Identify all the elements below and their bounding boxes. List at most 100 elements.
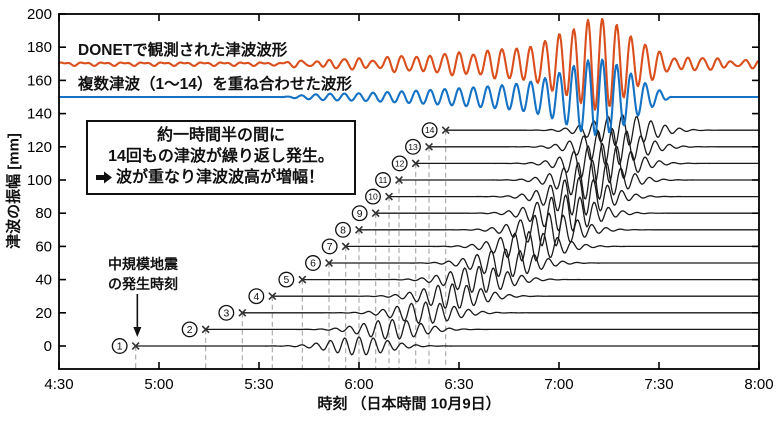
event-13-number: 13	[408, 142, 418, 152]
tsunami-trace-5	[301, 265, 760, 293]
event-5-start-marker	[298, 275, 307, 284]
observed-waveform	[57, 17, 760, 111]
event-14-number: 14	[425, 125, 435, 135]
event-7-number: 7	[327, 242, 333, 253]
event-1-number-circle	[111, 338, 128, 354]
event-10-number: 10	[368, 192, 378, 202]
tsunami-trace-11	[398, 159, 760, 200]
event-8-number-circle	[335, 221, 351, 238]
event-start-guides	[135, 130, 447, 369]
y-tick-label: 60	[35, 238, 52, 255]
x-tick-label: 5:00	[144, 376, 173, 393]
event-9-number: 9	[357, 209, 363, 220]
y-tick-label: 180	[27, 39, 52, 56]
tsunami-trace-2	[205, 318, 760, 340]
event-12-number-circle	[391, 155, 408, 172]
event-2-number-circle	[181, 321, 198, 338]
event-10-number-circle	[365, 188, 381, 205]
event-4-number-circle	[248, 288, 265, 305]
tsunami-trace-9	[375, 194, 760, 232]
tsunami-trace-3	[241, 301, 760, 324]
event-12-number: 12	[395, 158, 405, 168]
event-6-start-marker	[325, 259, 333, 267]
event-3-number: 3	[223, 308, 229, 319]
event-9-number-circle	[351, 205, 368, 222]
down-arrow-icon	[133, 327, 142, 337]
event-14-number-circle	[421, 122, 438, 139]
plot-border	[58, 13, 760, 370]
annotation-box: 約一時間半の間に 14回もの津波が繰り返し発生。 波が重なり津波波高が増幅！	[86, 120, 356, 196]
annotation-line-2: 14回もの津波が繰り返し発生。	[108, 147, 334, 165]
event-1-start-marker	[131, 342, 140, 350]
y-tick-label: 40	[35, 272, 52, 289]
event-3-start-marker	[238, 308, 247, 317]
event-7-number-circle	[321, 238, 338, 255]
right-arrow-icon	[96, 171, 112, 184]
y-tick-label: 100	[27, 172, 52, 189]
x-axis-label: 時刻 （日本時間 10月9日）	[317, 395, 501, 413]
event-9-start-marker	[371, 209, 380, 218]
tsunami-trace-10	[388, 176, 760, 216]
y-axis-label: 津波の振幅 [mm]	[5, 133, 23, 249]
event-11-number-circle	[375, 172, 391, 188]
x-tick-label: 7:30	[644, 376, 673, 393]
tsunami-trace-8	[358, 212, 760, 247]
y-tick-label: 0	[44, 338, 52, 355]
legend-observed-series: DONETで観測された津波波形	[78, 42, 288, 59]
event-14-start-marker	[441, 126, 450, 135]
tsunami-traces	[135, 114, 760, 356]
superposed-waveform	[57, 58, 760, 136]
legend-superposed-series: 複数津波（1〜14）を重ね合わせた波形	[78, 76, 352, 93]
quake-time-label-line-1: 中規模地震	[108, 256, 178, 272]
quake-time-label-line-2: の発生時刻	[108, 276, 178, 293]
event-8-number: 8	[340, 225, 346, 236]
y-tick-label: 140	[27, 106, 52, 123]
y-tick-label: 200	[27, 6, 52, 23]
event-8-start-marker	[355, 225, 363, 234]
tsunami-trace-4	[271, 283, 760, 309]
y-tick-label: 80	[35, 205, 52, 222]
annotation-line-3: 波が重なり津波波高が増幅！	[96, 168, 346, 189]
quake-time-pointer	[133, 294, 142, 337]
x-tick-label: 6:30	[444, 376, 473, 393]
axes: 4:30 5:00 5:30 6:00 6:30 7:00 7:30 8:00 0 20 40 60 8…	[27, 6, 774, 393]
x-tick-label: 5:30	[244, 376, 273, 393]
x-tick-label: 6:00	[344, 376, 373, 393]
event-4-number: 4	[253, 292, 259, 303]
y-tick-label: 20	[35, 305, 52, 322]
event-1-number: 1	[117, 342, 123, 353]
event-7-start-marker	[341, 242, 350, 251]
annotation-line-1: 約一時間半の間に	[156, 127, 285, 144]
y-tick-label: 160	[27, 72, 52, 89]
event-12-start-marker	[411, 159, 420, 168]
quake-time-label: 中規模地震 の発生時刻	[108, 254, 178, 295]
tsunami-trace-6	[328, 248, 760, 278]
superposed-series	[57, 58, 760, 136]
event-6-number-circle	[305, 255, 321, 271]
event-5-number: 5	[283, 275, 289, 286]
event-3-number-circle	[218, 304, 235, 321]
event-11-start-marker	[395, 176, 403, 184]
tsunami-trace-13	[428, 127, 760, 166]
observed-series	[57, 17, 760, 111]
event-2-number: 2	[187, 325, 193, 336]
x-tick-label: 4:30	[44, 376, 73, 393]
y-tick-label: 120	[27, 139, 52, 156]
tsunami-trace-14	[445, 114, 760, 146]
event-13-start-marker	[425, 142, 433, 151]
x-tick-label: 8:00	[744, 376, 773, 393]
event-10-start-marker	[385, 192, 393, 201]
event-5-number-circle	[278, 271, 295, 288]
event-6-number: 6	[310, 259, 316, 270]
annotation-line-3-text: 波が重なり津波波高が増幅！	[116, 168, 325, 186]
event-11-number: 11	[379, 175, 388, 185]
event-4-start-marker	[268, 292, 277, 301]
x-tick-label: 7:00	[544, 376, 573, 393]
event-13-number-circle	[405, 138, 421, 155]
tsunami-trace-1	[135, 336, 760, 356]
event-2-start-marker	[201, 325, 210, 334]
tsunami-trace-7	[345, 230, 760, 262]
